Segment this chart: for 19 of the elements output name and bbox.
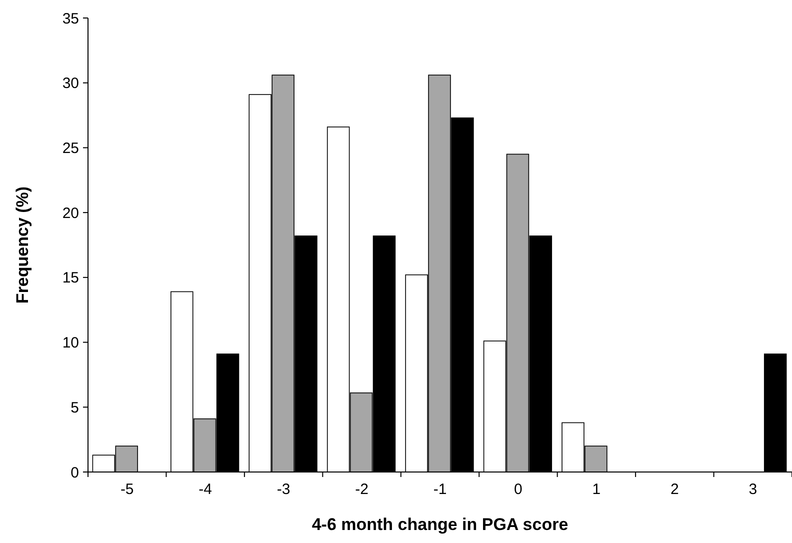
x-tick-label: -3: [276, 481, 290, 498]
x-tick-label: -2: [355, 481, 368, 498]
y-tick-label: 0: [70, 464, 79, 482]
x-tick-label: -4: [198, 481, 212, 498]
y-tick-label: 5: [70, 399, 79, 416]
x-tick-label: 1: [592, 481, 601, 498]
x-tick-label: -5: [120, 481, 134, 498]
x-tick-label: -1: [433, 481, 447, 498]
x-tick-label: 2: [670, 481, 679, 498]
y-tick-label: 20: [62, 204, 79, 222]
x-tick-label: 3: [748, 481, 758, 498]
y-axis-title: Frequency (%): [13, 186, 32, 304]
y-tick-label: 35: [62, 10, 79, 28]
x-axis-title: 4-6 month change in PGA score: [312, 515, 568, 534]
y-tick-label: 30: [62, 75, 79, 92]
x-tick-label: 0: [514, 481, 522, 498]
y-tick-label: 10: [62, 334, 79, 352]
y-tick-label: 25: [62, 140, 79, 157]
y-tick-label: 15: [62, 270, 79, 287]
